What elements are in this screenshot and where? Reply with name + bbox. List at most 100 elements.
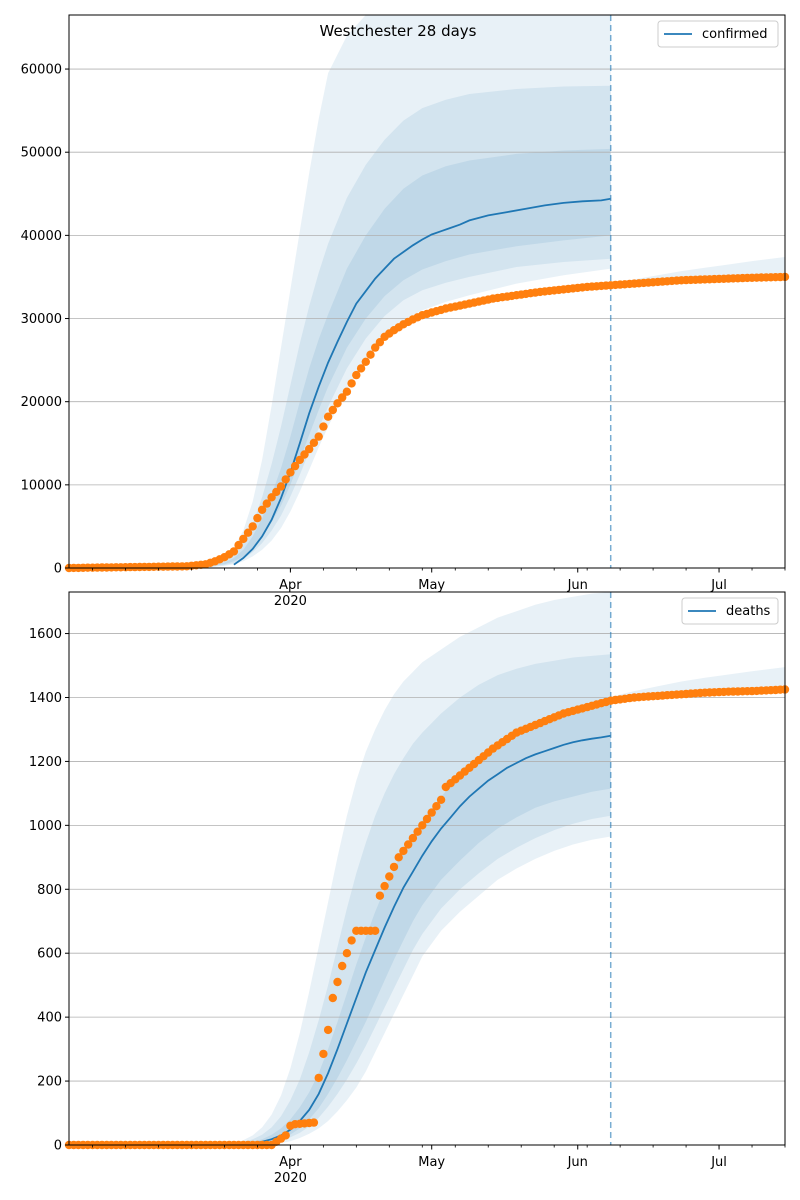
deaths-observed-point (347, 936, 356, 945)
deaths-observed-point (333, 977, 342, 987)
deaths-ytick-label: 1400 (29, 691, 62, 706)
deaths-observed-point (309, 1118, 319, 1127)
confirmed-observed-point (371, 343, 380, 352)
confirmed-observed-point (257, 505, 267, 514)
deaths-frame (68, 591, 786, 1146)
confirmed-observed-point (234, 540, 243, 550)
deaths-observed-point (432, 802, 441, 811)
confirmed-band-1 (186, 85, 611, 568)
confirmed-observed-point (243, 528, 253, 537)
confirmed-observed-point (366, 350, 375, 359)
deaths-ytick-label: 400 (37, 1011, 62, 1026)
deaths-observed-point (375, 891, 385, 900)
confirmed-ytick-label: 0 (54, 562, 62, 577)
confirmed-observed-point (342, 387, 352, 396)
deaths-bands (233, 592, 785, 1145)
deaths-observed-point (408, 833, 418, 843)
deaths-ytick-label: 200 (37, 1075, 62, 1090)
deaths-observed-point (422, 814, 432, 824)
confirmed-xtick-label: Apr (279, 578, 302, 593)
confirmed-series (64, 15, 790, 573)
chart-title: Westchester 28 days (320, 22, 477, 40)
deaths-observed-point (319, 1049, 328, 1059)
deaths-observed-point (380, 881, 389, 891)
deaths-ytick-label: 1000 (29, 819, 62, 834)
deaths-ytick-label: 600 (37, 947, 62, 962)
confirmed-ytick-label: 40000 (21, 229, 62, 244)
legend-box (657, 20, 779, 48)
confirmed-observed-point (314, 432, 323, 441)
confirmed-observed-point (276, 482, 286, 491)
confirmed-observed-point (262, 499, 271, 508)
confirmed-ytick-label: 30000 (21, 312, 62, 327)
deaths-observed-point (394, 853, 403, 862)
confirmed-ytick-label: 60000 (21, 63, 62, 78)
deaths-observed-point (342, 949, 352, 958)
deaths-xtick-label: Apr (279, 1155, 302, 1170)
legend-box (681, 597, 779, 625)
deaths-observed-point (314, 1073, 323, 1083)
confirmed-observed-point (281, 475, 290, 484)
confirmed-observed-point (248, 522, 257, 531)
confirmed-observed-point (229, 547, 239, 556)
confirmed-observed-point (375, 338, 385, 347)
confirmed-observed-point (328, 405, 337, 415)
deaths-xtick-label: May (418, 1155, 445, 1170)
confirmed-observed-point (347, 379, 356, 388)
deaths-observed-point (399, 846, 408, 856)
confirmed-observed-point (300, 450, 309, 459)
confirmed-band-2 (186, 148, 611, 568)
deaths-observed-point (281, 1131, 290, 1140)
confirmed-xtick-label: Jul (710, 578, 727, 593)
deaths-xtick-sublabel: 2020 (274, 1171, 307, 1186)
confirmed-ytick-label: 10000 (21, 478, 62, 493)
deaths-observed-point (404, 840, 413, 849)
confirmed-ytick-label: 50000 (21, 146, 62, 161)
confirmed-plot-frame (68, 14, 786, 569)
confirmed-observed-point (361, 357, 370, 366)
confirmed-observed-point (319, 422, 328, 431)
confirmed-observed-point (290, 461, 300, 471)
deaths-ytick-label: 800 (37, 883, 62, 898)
confirmed-observed-point (286, 468, 295, 477)
deaths-observed-point (413, 827, 422, 836)
confirmed-observed-point (323, 412, 333, 421)
confirmed-observed-point (309, 438, 319, 447)
legend-label: confirmed (702, 27, 768, 42)
confirmed-observed-point (272, 487, 281, 497)
deaths-observed-point (418, 821, 427, 830)
confirmed-median-line (233, 197, 611, 566)
legend-label: deaths (726, 604, 771, 619)
deaths-xtick-label: Jun (567, 1155, 588, 1170)
deaths-observed-point (427, 808, 436, 817)
confirmed-observed-point (352, 370, 361, 380)
confirmed-frame (68, 14, 786, 569)
deaths-observed-point (328, 993, 337, 1003)
confirmed-band-0 (186, 15, 611, 568)
confirmed-xtick-sublabel: 2020 (274, 594, 307, 609)
deaths-observed-point (323, 1025, 333, 1035)
confirmed-observed-point (267, 493, 276, 502)
deaths-band-2 (233, 699, 611, 1145)
confirmed-observed-point (338, 393, 347, 402)
deaths-observed-point (436, 795, 446, 804)
confirmed-observed-point (295, 455, 304, 465)
confirmed-xtick-label: May (418, 578, 445, 593)
confirmed-observed-point (356, 364, 366, 373)
deaths-observed-point (389, 862, 399, 872)
confirmed-xtick-label: Jun (567, 578, 588, 593)
deaths-observed-point (371, 926, 380, 935)
deaths-ytick-label: 1600 (29, 627, 62, 642)
confirmed-observed-point (253, 513, 262, 523)
deaths-band-1 (233, 654, 611, 1145)
confirmed-legend: confirmed (657, 20, 779, 48)
confirmed-ytick-label: 20000 (21, 395, 62, 410)
confirmed-observed-point (305, 444, 314, 454)
deaths-observed-point (385, 872, 394, 881)
confirmed-observed-point (239, 534, 248, 544)
